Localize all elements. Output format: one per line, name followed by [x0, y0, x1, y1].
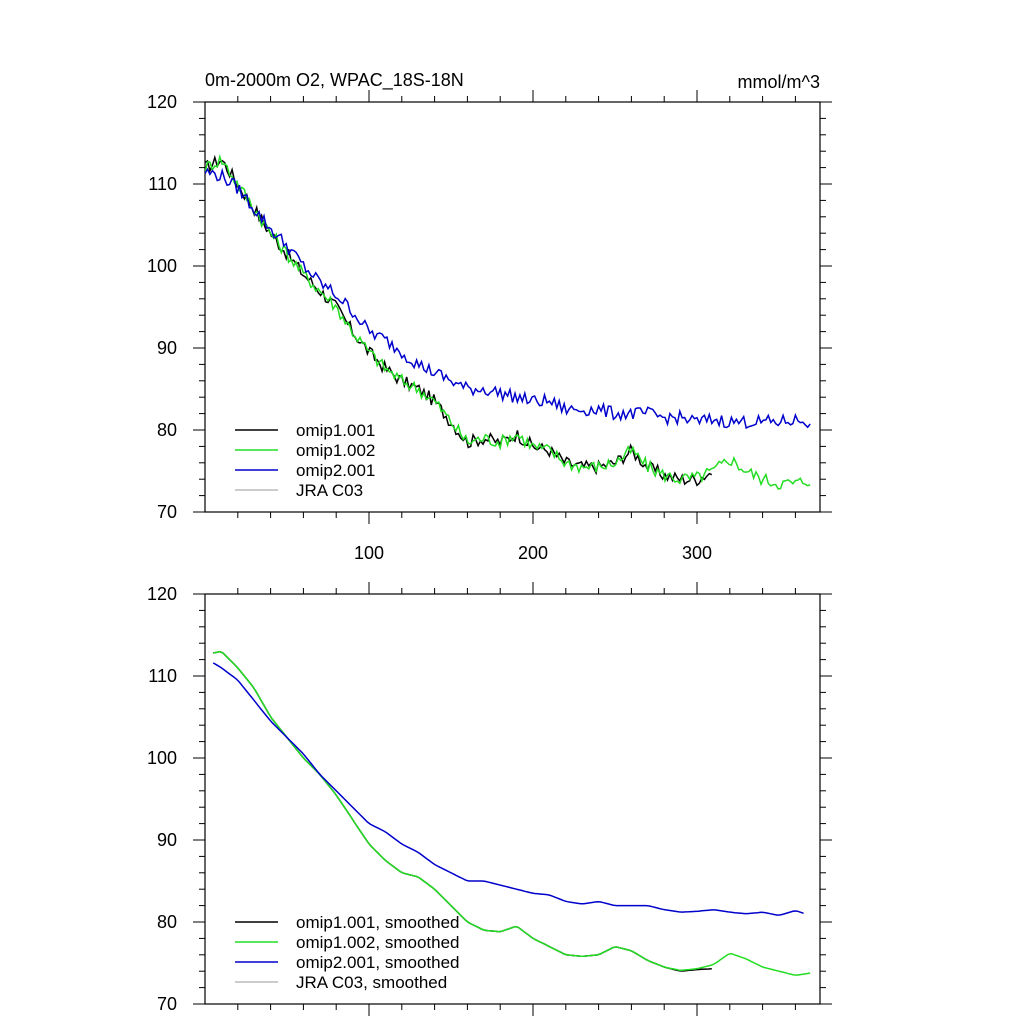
y-tick-label: 80 — [157, 420, 177, 440]
series-line-omip2-001 — [205, 167, 811, 430]
y-tick-label: 90 — [157, 830, 177, 850]
y-tick-label: 70 — [157, 502, 177, 522]
y-tick-label: 90 — [157, 338, 177, 358]
legend-label: JRA C03, smoothed — [296, 973, 447, 992]
legend-label: omip1.002 — [296, 441, 375, 460]
y-tick-label: 70 — [157, 994, 177, 1014]
legend-label: JRA C03 — [296, 481, 363, 500]
y-tick-label: 120 — [147, 584, 177, 604]
y-tick-label: 120 — [147, 92, 177, 112]
series-line-omip2-001-smoothed — [212, 662, 804, 916]
plot-frame — [204, 101, 821, 513]
legend-label: omip2.001 — [296, 461, 375, 480]
plot-frame — [204, 593, 821, 1005]
series-line-omip1-001-smoothed — [213, 650, 712, 972]
bottom-panel: 70 80 90 100 110 120 omip1.001, smoothedomip1.… — [147, 582, 832, 1016]
y-tick-label: 100 — [147, 256, 177, 276]
legend-label: omip1.001, smoothed — [296, 913, 460, 932]
legend-label: omip1.002, smoothed — [296, 933, 460, 952]
x-tick-label: 100 — [354, 543, 384, 563]
y-tick-label: 110 — [148, 174, 177, 194]
units-label: mmol/m^3 — [738, 72, 820, 92]
y-tick-label: 80 — [157, 912, 177, 932]
legend-label: omip1.001 — [296, 421, 375, 440]
series-line-omip1-001 — [205, 154, 713, 487]
y-tick-label: 100 — [147, 748, 177, 768]
top-panel: 70 80 90 100 110 120 100 200 300 0m-2000m O2, WPA… — [147, 70, 832, 563]
y-tick-label: 110 — [148, 666, 177, 686]
x-tick-label: 300 — [682, 543, 712, 563]
chart-title: 0m-2000m O2, WPAC_18S-18N — [205, 70, 464, 91]
legend-label: omip2.001, smoothed — [296, 953, 460, 972]
series-line-omip1-002-smoothed — [213, 650, 811, 976]
x-tick-label: 200 — [518, 543, 548, 563]
